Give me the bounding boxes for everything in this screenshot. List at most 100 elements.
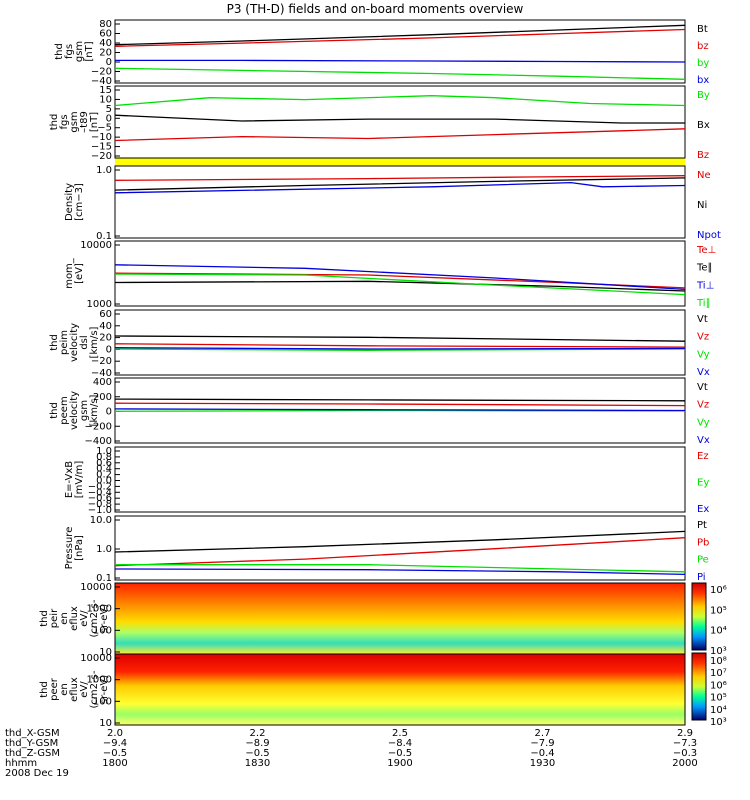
series-line-By	[114, 95, 686, 107]
y-axis-label-line: gsm	[79, 400, 90, 421]
y-axis-label-line: dsl	[79, 335, 90, 349]
colorbar-tick-label: 10⁴	[710, 705, 727, 716]
x-axis-value: 1800	[102, 758, 127, 769]
legend-label-Ez: Ez	[697, 451, 709, 462]
series-line-Bz	[114, 128, 686, 142]
panel-frame	[114, 515, 686, 581]
colorbar-tick-label: 10⁵	[710, 693, 727, 704]
x-axis-value: 2.5	[392, 728, 408, 739]
y-tick-label: 400	[93, 377, 112, 388]
y-axis-label-line: (cm2-s-	[89, 599, 100, 637]
series-line-Vz	[114, 343, 686, 348]
panel-frame	[114, 309, 686, 376]
y-axis-label-line: eflux	[69, 606, 80, 631]
y-axis-label: thdpeerenefluxeV/(cm2-s-sr-eV)	[39, 670, 110, 708]
legend-label-bx: bx	[697, 75, 709, 86]
legend-label-Pt: Pt	[697, 520, 707, 531]
y-axis-label-line: gsm	[74, 41, 85, 62]
colorbar-tick-label: 10³	[710, 646, 727, 657]
y-tick-label: 0	[106, 407, 112, 418]
legend-label-Npot: Npot	[697, 230, 721, 241]
y-axis-label-line: velocity	[69, 323, 80, 362]
legend-label-Vy: Vy	[697, 349, 710, 360]
panel-frame	[114, 653, 686, 726]
series-line-bz	[114, 28, 686, 47]
spectrogram-electron	[115, 654, 685, 725]
x-axis-value: 1930	[530, 758, 555, 769]
series-line-Vx	[114, 408, 686, 412]
x-axis-value: 2.9	[677, 728, 693, 739]
y-tick-label: −20	[91, 151, 112, 162]
colorbar-tick-label: 10⁴	[710, 626, 727, 637]
series-line-Ne	[114, 175, 686, 181]
spectrogram-ion	[115, 583, 685, 654]
series-line-Bt	[114, 24, 686, 46]
y-tick-label: 0.1	[96, 573, 112, 584]
legend-label-Ex: Ex	[697, 504, 709, 515]
y-tick-label: 0.4	[96, 464, 112, 475]
y-axis-label: thdpeimvelocitydsl[km/s]	[49, 323, 100, 362]
y-tick-label: 1.0	[96, 446, 112, 457]
x-axis-row-label: thd_X-GSM	[5, 728, 60, 739]
series-line-Ti⊥	[114, 264, 686, 291]
y-tick-label: 100	[93, 696, 112, 707]
colorbar-tick-label: 10⁵	[710, 605, 727, 616]
y-tick-label: 200	[93, 392, 112, 403]
status-bar-yellow	[115, 158, 685, 166]
x-axis-value: −8.4	[388, 738, 412, 749]
y-tick-label: 5	[106, 104, 112, 115]
legend-label-Bx: Bx	[697, 120, 710, 131]
y-axis-label: thdpeemvelocitygsm[km/s]	[49, 391, 100, 430]
y-tick-label: 0.1	[96, 231, 112, 242]
y-axis-label-line: thd	[49, 402, 60, 419]
legend-label-Te∥: Te∥	[696, 263, 713, 274]
y-axis-label-line: Pressure	[64, 527, 75, 570]
y-axis-label-line: thd	[49, 114, 60, 131]
legend-label-Vy: Vy	[697, 417, 710, 428]
y-axis-label-line: Density	[64, 183, 75, 221]
y-tick-label: 10.0	[90, 515, 112, 526]
colorbar-tick-label: 10⁷	[710, 668, 727, 679]
y-axis-label-line: [eV]	[74, 263, 85, 284]
y-tick-label: 10000	[80, 240, 112, 251]
y-tick-label: 1.0	[96, 544, 112, 555]
colorbar-tick-label: 10⁶	[710, 680, 727, 691]
legend-label-Vx: Vx	[697, 367, 710, 378]
x-axis-value: −0.3	[673, 748, 697, 759]
x-axis-value: −7.9	[530, 738, 554, 749]
x-axis-value: −0.5	[103, 748, 127, 759]
legend-label-Ne: Ne	[697, 170, 711, 181]
y-tick-label: 40	[99, 321, 112, 332]
y-axis-label: thdpeirenefluxeV/(cm2-s-sr-eV)	[39, 599, 110, 637]
y-tick-label: −40	[91, 76, 112, 87]
y-axis-label-line: thd	[39, 681, 50, 698]
panel-frame	[114, 19, 686, 84]
x-axis-row-label: thd_Y-GSM	[5, 738, 58, 749]
colorbar-ion	[691, 582, 707, 651]
y-axis-label-line: [nPa]	[74, 535, 85, 561]
x-axis-row-label: thd_Z-GSM	[5, 748, 60, 759]
y-tick-label: 0.0	[96, 476, 112, 487]
y-tick-label: 20	[99, 333, 112, 344]
y-tick-label: 0.2	[96, 470, 112, 481]
y-axis-label-line: sr-eV)	[99, 604, 110, 633]
y-axis-label-line: velocity	[69, 391, 80, 430]
legend-label-Vx: Vx	[697, 435, 710, 446]
y-tick-label: 1.0	[96, 165, 112, 176]
x-axis-date: 2008 Dec 19	[5, 768, 69, 779]
y-tick-label: 1000	[87, 604, 112, 615]
series-line-Vt	[114, 335, 686, 342]
y-axis-label: Density[cm−3]	[64, 183, 85, 221]
y-tick-label: 1000	[87, 299, 112, 310]
y-axis-label: thdfgsgsm–t89[nT]	[49, 111, 100, 133]
y-axis-label-line: peim	[59, 330, 70, 355]
legend-label-Vz: Vz	[697, 400, 709, 411]
y-axis-label-line: en	[59, 683, 70, 696]
x-axis-value: 2000	[672, 758, 697, 769]
y-axis-label-line: E=-VxB	[64, 461, 75, 498]
y-axis-label: thdfgsgsm[nT]	[54, 41, 95, 62]
series-line-Vy	[114, 348, 686, 351]
series-line-Vt	[114, 398, 686, 402]
y-axis-label-line: gsm	[69, 111, 80, 132]
panel-frame	[114, 165, 686, 239]
